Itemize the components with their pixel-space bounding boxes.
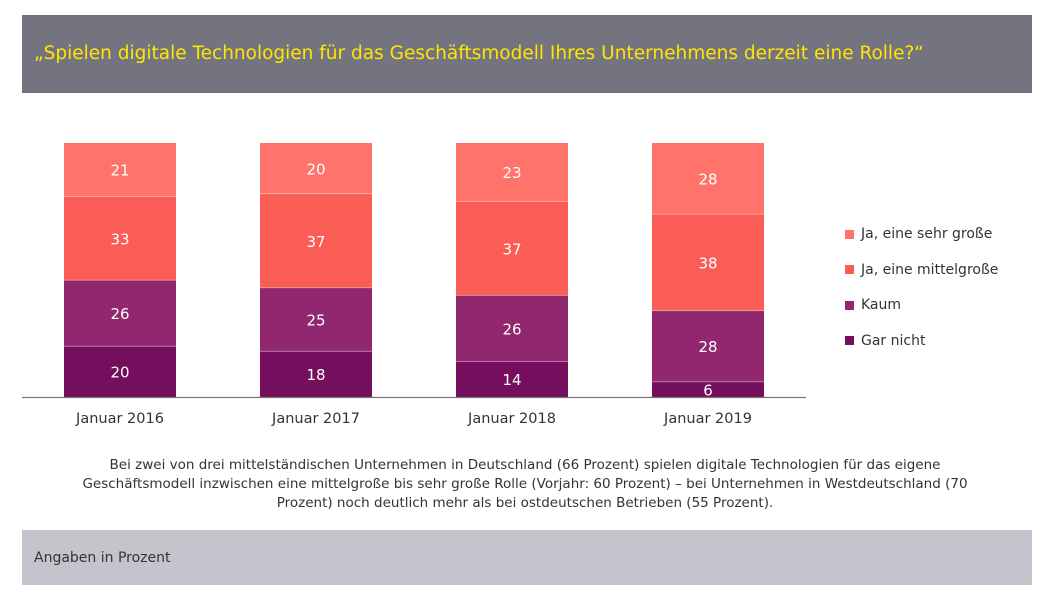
data-label: 28 — [698, 171, 717, 189]
bar-segment — [260, 193, 372, 288]
bar-segment — [64, 143, 176, 197]
legend-item: Ja, eine sehr große — [845, 226, 992, 242]
footer: Angaben in Prozent — [22, 530, 1032, 585]
legend-item: Ja, eine mittelgroße — [845, 262, 998, 278]
bar-segment — [260, 143, 372, 194]
data-label: 25 — [306, 312, 325, 330]
data-label: 28 — [698, 338, 717, 356]
data-label: 20 — [110, 364, 129, 382]
data-label: 18 — [306, 366, 325, 384]
data-label: 37 — [502, 240, 521, 258]
bar-segment — [652, 381, 764, 397]
title-banner: „Spielen digitale Technologien für das G… — [22, 15, 1032, 93]
bar-segment — [456, 361, 568, 397]
data-label: 33 — [110, 230, 129, 248]
data-label: 20 — [306, 160, 325, 178]
bar-segment — [64, 346, 176, 397]
legend-swatch — [845, 336, 854, 345]
bar-segment — [64, 280, 176, 347]
legend-label: Gar nicht — [861, 332, 926, 349]
bar-segment — [456, 201, 568, 296]
data-label: 26 — [110, 305, 129, 323]
bar-segment — [652, 143, 764, 215]
legend-swatch — [845, 300, 854, 310]
data-label: 21 — [110, 162, 129, 180]
legend-label: Kaum — [861, 297, 902, 313]
bar-segment — [260, 287, 372, 352]
bar-segment — [64, 196, 176, 281]
data-label: 38 — [698, 254, 717, 272]
bar-segment — [652, 214, 764, 311]
data-label: 23 — [502, 164, 521, 182]
chart-title: „Spielen digitale Technologien für das G… — [34, 43, 924, 64]
bar-segment — [260, 351, 372, 397]
x-tick-label: Januar 2016 — [75, 411, 164, 427]
x-tick-label: Januar 2019 — [663, 411, 752, 427]
data-label: 6 — [703, 381, 713, 399]
bar-segment — [456, 143, 568, 202]
data-label: 26 — [502, 320, 521, 338]
bar-segment — [456, 295, 568, 362]
x-tick-label: Januar 2017 — [271, 411, 360, 427]
legend-swatch — [845, 229, 854, 239]
data-label: 37 — [306, 233, 325, 251]
x-tick-label: Januar 2018 — [467, 411, 556, 427]
legend-label: Ja, eine sehr große — [861, 226, 993, 242]
legend-item: Gar nicht — [845, 333, 925, 349]
data-label: 14 — [502, 371, 521, 389]
legend-item: Kaum — [845, 297, 901, 313]
stacked-bar-chart: 20 26 33 21 Januar 2016 18 25 37 20 Januar 2017 14… — [22, 143, 806, 427]
legend-swatch — [845, 265, 854, 274]
bar-segment — [652, 310, 764, 382]
unit-note: Angaben in Prozent — [34, 550, 171, 566]
caption: Bei zwei von drei mittelständischen Unte… — [82, 457, 968, 511]
legend-label: Ja, eine mittelgroße — [861, 261, 999, 278]
